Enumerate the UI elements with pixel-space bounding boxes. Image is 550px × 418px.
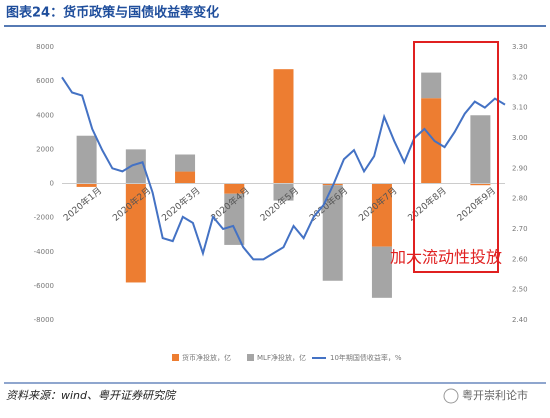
y-tick-label: 4000: [36, 111, 54, 119]
line: [61, 76, 506, 261]
y-tick-label: 0: [50, 180, 54, 188]
bar: [273, 69, 294, 184]
x-tick-label: 2020年8月: [405, 185, 448, 224]
bar: [371, 246, 392, 298]
bar: [125, 183, 146, 283]
y2-tick-label: 2.50: [512, 286, 528, 294]
watermark: 粤开崇利论市: [462, 388, 528, 402]
y-tick-label: 8000: [36, 43, 54, 51]
y2-tick-label: 2.40: [512, 316, 528, 324]
y2-tick-label: 2.80: [512, 195, 528, 203]
legend-swatch: [247, 354, 254, 361]
y-tick-label: -6000: [34, 282, 54, 290]
bar: [421, 72, 442, 99]
y-tick-label: -8000: [34, 316, 54, 324]
bar: [175, 171, 196, 184]
bar: [175, 154, 196, 172]
y2-tick-label: 2.90: [512, 164, 528, 172]
legend: 货币净投放，亿 MLF净投放，亿 10年期国债收益率，%: [172, 353, 402, 362]
bar: [76, 183, 97, 187]
bar: [371, 183, 392, 247]
y2-tick-label: 2.60: [512, 255, 528, 263]
bar: [421, 98, 442, 184]
annotation: 加大流动性投放: [390, 248, 502, 267]
y2-tick-label: 3.00: [512, 134, 528, 142]
plot: -8000 -6000 -4000 -2000 0 2000 4000 6000 8000 202…: [34, 43, 528, 324]
legend-label: MLF净投放，亿: [257, 353, 306, 362]
bar: [470, 183, 491, 186]
x-tick-label: 2020年1月: [61, 185, 104, 224]
y-tick-label: 6000: [36, 77, 54, 85]
bar: [76, 135, 97, 184]
x-tick-label: 2020年3月: [159, 185, 202, 224]
bar: [125, 149, 146, 184]
figure-title: 图表24：货币政策与国债收益率变化: [6, 5, 219, 21]
y-tick-label: 2000: [36, 145, 54, 153]
legend-label: 货币净投放，亿: [182, 353, 231, 362]
y2-tick-label: 2.70: [512, 225, 528, 233]
bar: [322, 185, 343, 281]
bar: [273, 183, 294, 201]
source: 资料来源：wind、粤开证券研究院: [6, 389, 177, 402]
bar: [470, 115, 491, 184]
bar: [224, 183, 245, 194]
y2-tick-label: 3.20: [512, 73, 528, 81]
watermark-icon: [443, 388, 459, 404]
bar: [224, 193, 245, 245]
highlight-box: [413, 41, 499, 273]
y-tick-label: -4000: [34, 248, 54, 256]
legend-label: 10年期国债收益率，%: [330, 353, 402, 362]
legend-swatch: [172, 354, 179, 361]
y-tick-label: -2000: [34, 214, 54, 222]
y2-tick-label: 3.30: [512, 43, 528, 51]
x-tick-label: 2020年9月: [454, 185, 497, 224]
y2-tick-label: 3.10: [512, 104, 528, 112]
